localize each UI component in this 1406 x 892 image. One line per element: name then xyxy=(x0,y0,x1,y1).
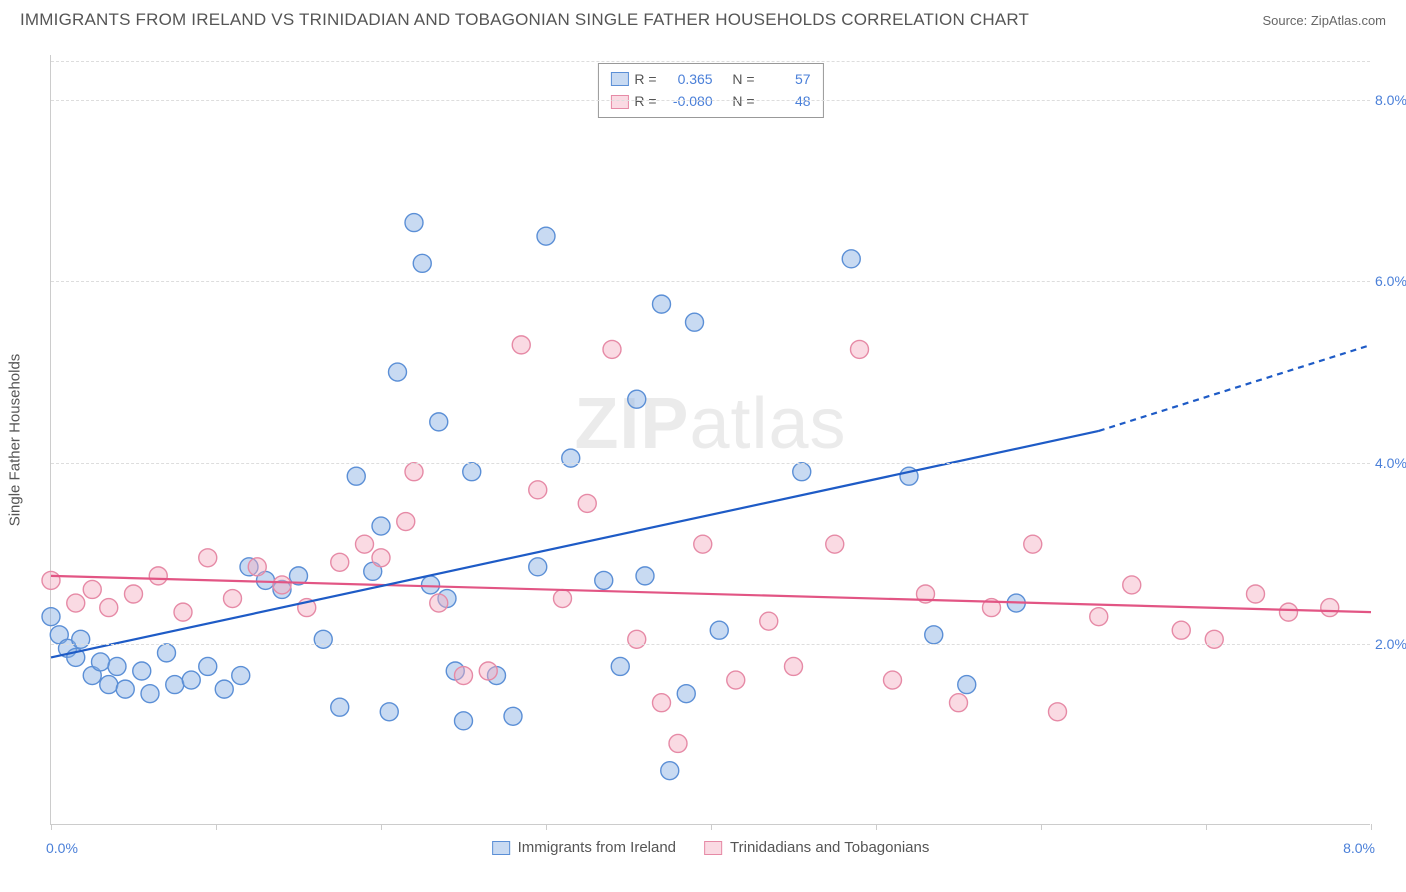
correlation-legend: R = 0.365 N = 57 R = -0.080 N = 48 xyxy=(597,63,823,118)
legend-item-2: Trinidadians and Tobagonians xyxy=(704,839,929,856)
plot-svg xyxy=(51,55,1370,824)
chart-plot-area: Single Father Households ZIPatlas R = 0.… xyxy=(50,55,1370,825)
title-bar: IMMIGRANTS FROM IRELAND VS TRINIDADIAN A… xyxy=(0,0,1406,36)
y-tick-label: 6.0% xyxy=(1375,273,1406,289)
chart-title: IMMIGRANTS FROM IRELAND VS TRINIDADIAN A… xyxy=(20,10,1029,30)
x-tick-label: 8.0% xyxy=(1343,840,1375,856)
legend-swatch-ireland xyxy=(492,841,510,855)
x-tick-label: 0.0% xyxy=(46,840,78,856)
y-tick-label: 8.0% xyxy=(1375,92,1406,108)
legend-label-ireland: Immigrants from Ireland xyxy=(518,839,676,856)
series-legend: Immigrants from Ireland Trinidadians and… xyxy=(492,839,930,856)
legend-row-1: R = 0.365 N = 57 xyxy=(610,68,810,90)
y-tick-label: 2.0% xyxy=(1375,636,1406,652)
source-label: Source: ZipAtlas.com xyxy=(1262,13,1386,28)
legend-row-2: R = -0.080 N = 48 xyxy=(610,90,810,112)
legend-swatch-1 xyxy=(610,72,628,86)
legend-item-1: Immigrants from Ireland xyxy=(492,839,676,856)
y-tick-label: 4.0% xyxy=(1375,455,1406,471)
y-axis-label: Single Father Households xyxy=(7,353,24,526)
legend-swatch-2 xyxy=(610,95,628,109)
legend-swatch-trinidad xyxy=(704,841,722,855)
legend-label-trinidad: Trinidadians and Tobagonians xyxy=(730,839,929,856)
